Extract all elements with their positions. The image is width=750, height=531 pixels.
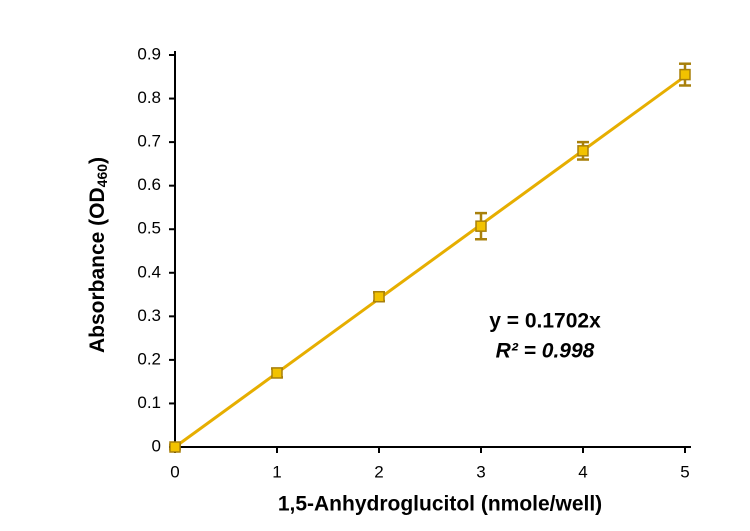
y-axis-title-suffix: ) <box>86 157 109 164</box>
equation: y = 0.1702x <box>489 310 601 333</box>
y-tick-label: 0.1 <box>137 393 161 412</box>
y-tick-label: 0.9 <box>137 44 161 63</box>
trend-line <box>174 75 686 449</box>
y-tick-label: 0.4 <box>137 262 161 281</box>
y-tick-label: 0.7 <box>137 132 161 151</box>
r-squared: R² = 0.998 <box>496 340 595 363</box>
marker <box>679 68 691 81</box>
y-tick-label: 0.2 <box>137 349 161 368</box>
marker <box>271 367 283 379</box>
y-axis-title-main: Absorbance (OD <box>86 187 109 353</box>
y-tick-label: 0.3 <box>137 306 161 325</box>
x-tick-label: 2 <box>374 462 383 481</box>
x-tick-label: 3 <box>476 462 485 481</box>
x-tick-label: 5 <box>680 462 689 481</box>
y-axis-title-subscript: 460 <box>94 164 110 188</box>
marker <box>169 441 181 453</box>
x-tick-label: 0 <box>170 462 179 481</box>
y-tick-label: 0.8 <box>137 88 161 107</box>
x-tick-label: 1 <box>272 462 281 481</box>
marker <box>475 220 487 232</box>
marker <box>577 145 589 157</box>
y-axis-title: Absorbance (OD460) <box>86 157 110 353</box>
y-tick-label: 0.6 <box>137 175 161 194</box>
y-tick-label: 0.5 <box>137 219 161 238</box>
x-axis-title: 1,5-Anhydroglucitol (nmole/well) <box>278 493 602 516</box>
y-tick-label: 0 <box>152 436 161 455</box>
x-tick-label: 4 <box>578 462 587 481</box>
marker <box>373 290 385 303</box>
